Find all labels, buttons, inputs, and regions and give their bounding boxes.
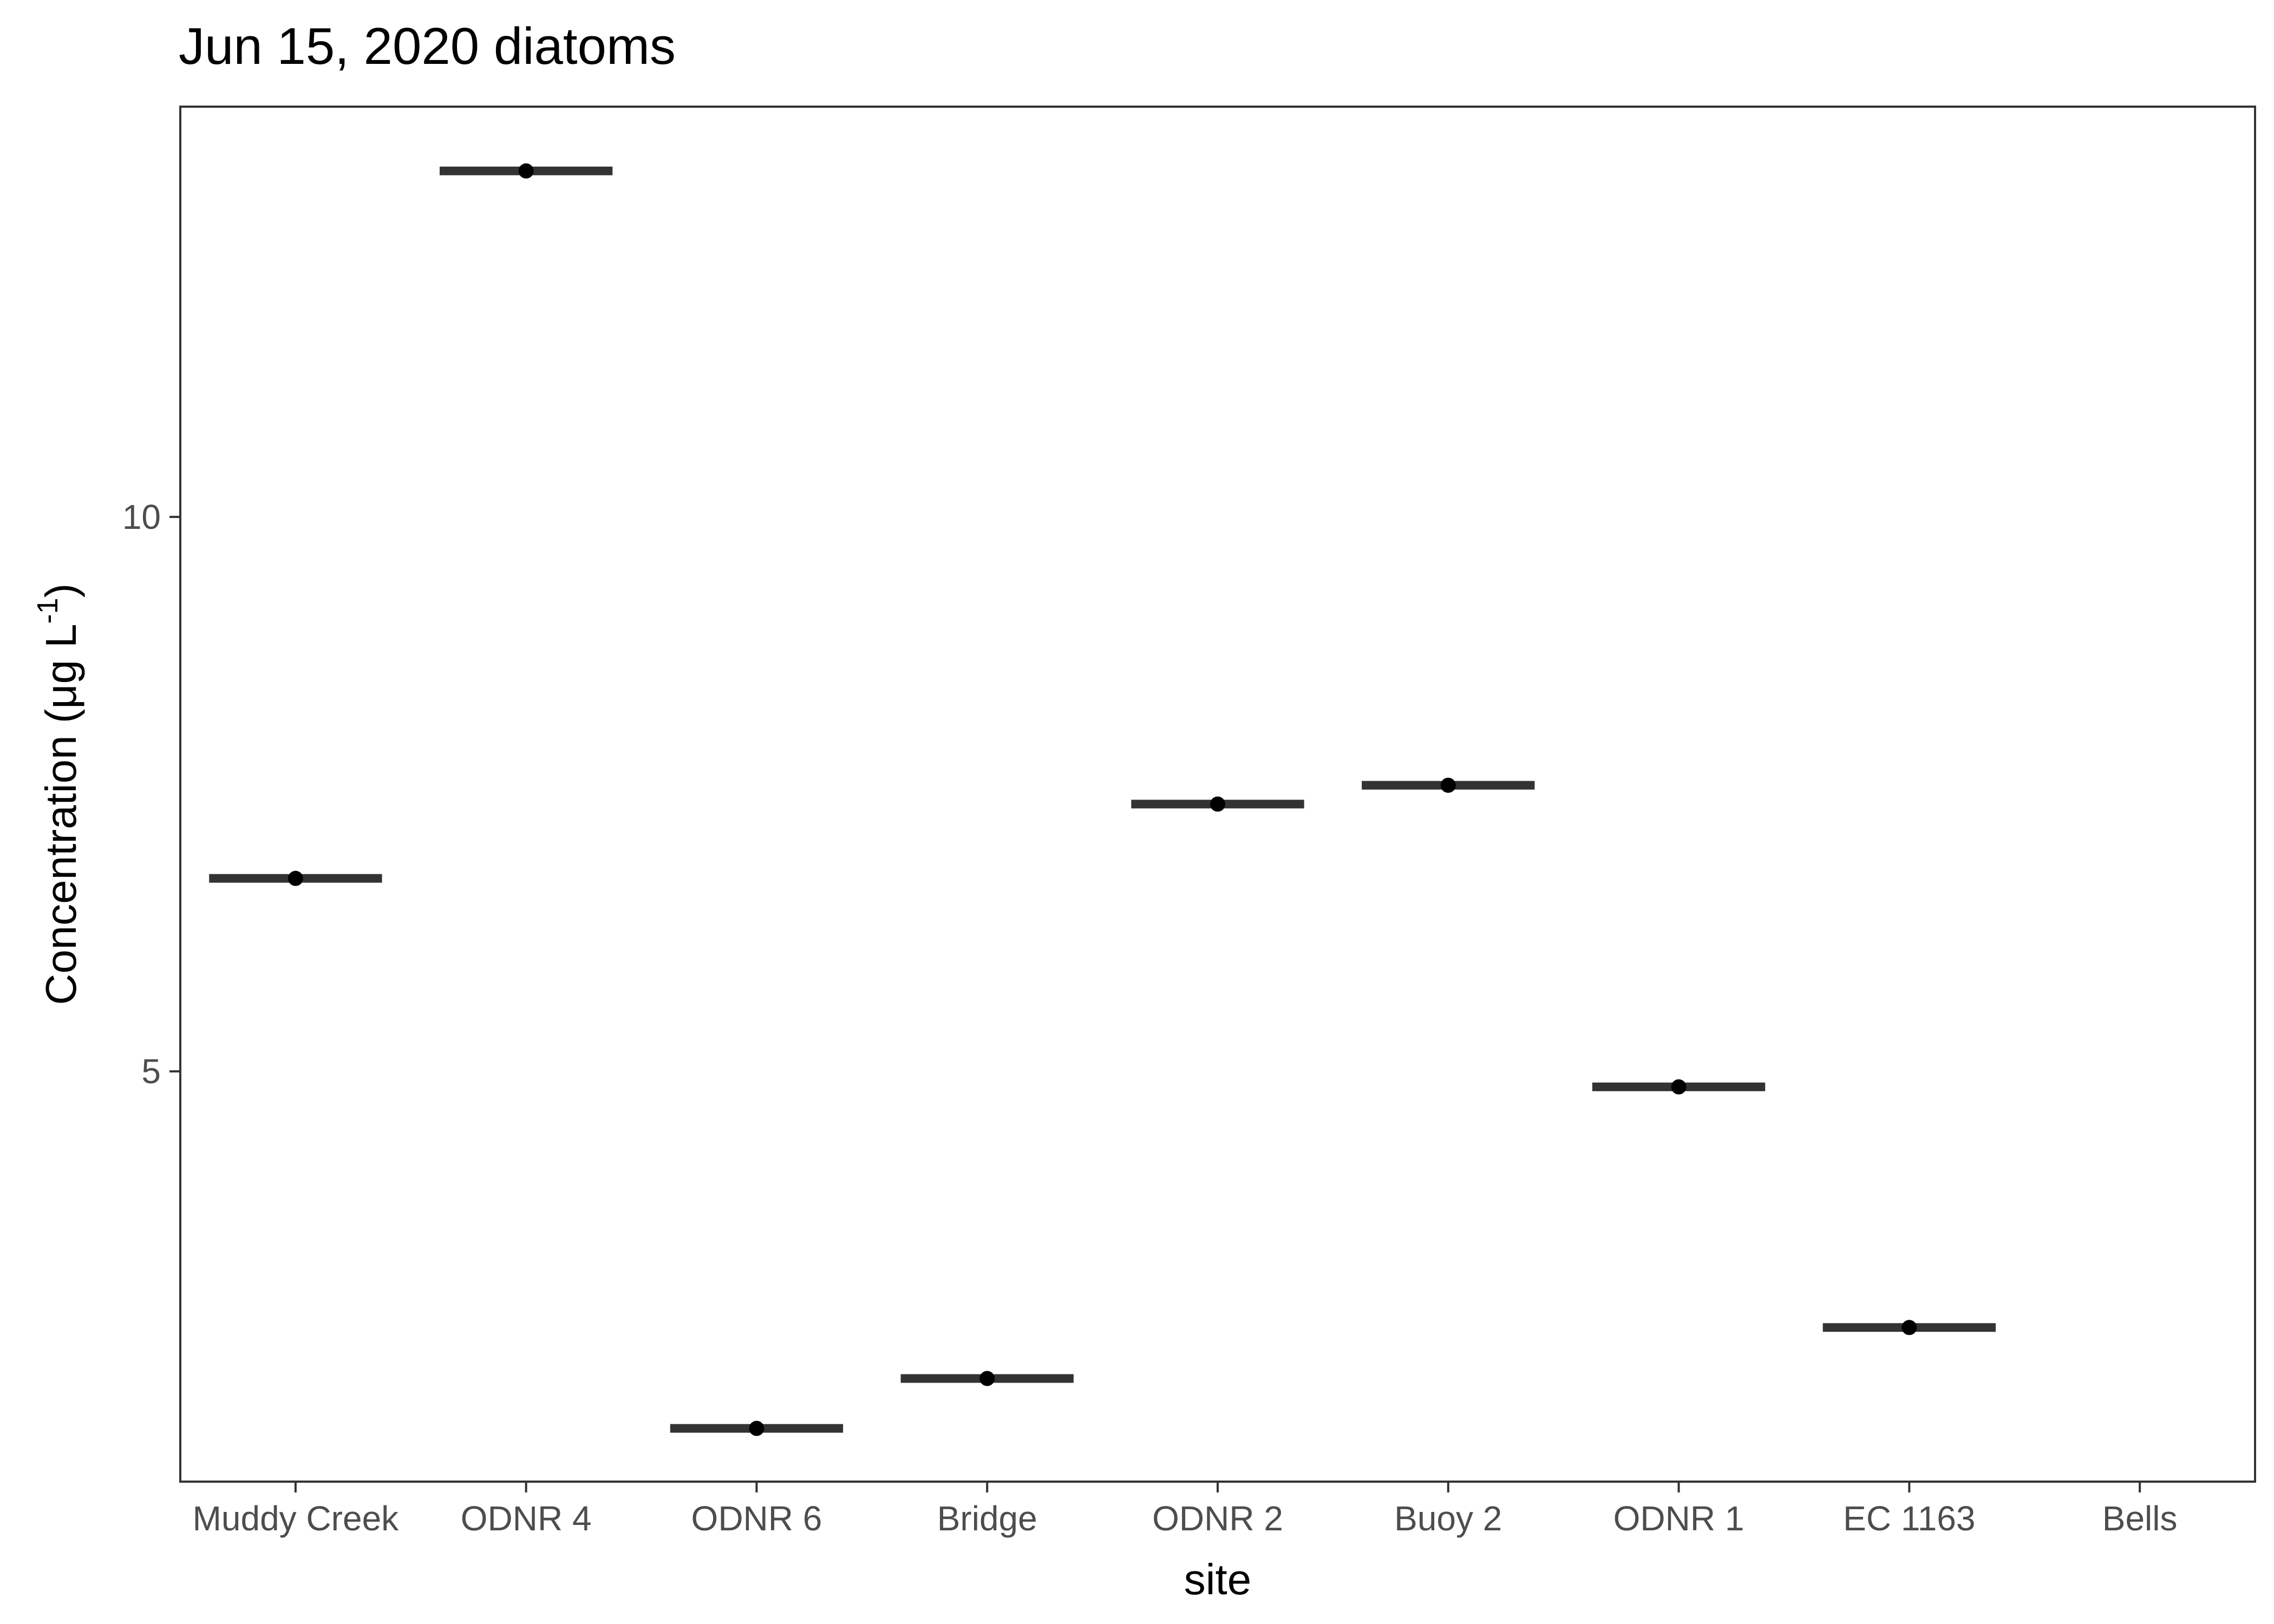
x-tick-label: Bells xyxy=(2102,1499,2178,1538)
x-tick-label: ODNR 4 xyxy=(461,1499,592,1538)
data-point xyxy=(518,163,534,179)
y-axis-title: Concentration (μg L-1) xyxy=(31,584,85,1005)
x-axis: Muddy Creek ODNR 4 ODNR 6 Bridge ODNR 2 Buoy … xyxy=(193,1482,2178,1538)
data-point xyxy=(287,870,303,886)
data-point xyxy=(749,1420,764,1436)
x-tick-label: ODNR 1 xyxy=(1613,1499,1744,1538)
data-marks xyxy=(209,163,1996,1436)
data-point xyxy=(1210,796,1225,812)
x-tick-label: ODNR 6 xyxy=(691,1499,822,1538)
y-tick-label: 5 xyxy=(141,1052,161,1091)
y-axis-title-superscript: -1 xyxy=(31,598,64,624)
data-point xyxy=(1901,1320,1917,1335)
x-tick-label: Bridge xyxy=(937,1499,1037,1538)
chart-title: Jun 15, 2020 diatoms xyxy=(179,17,676,75)
data-point xyxy=(1671,1079,1687,1095)
data-point xyxy=(979,1371,995,1386)
y-axis: 5 10 xyxy=(122,497,180,1091)
x-tick-label: EC 1163 xyxy=(1843,1499,1975,1538)
y-tick-label: 10 xyxy=(122,497,161,536)
y-axis-title-main: Concentration (μg L xyxy=(37,624,85,1005)
x-tick-label: Muddy Creek xyxy=(193,1499,400,1538)
data-point xyxy=(1440,777,1456,793)
x-tick-label: Buoy 2 xyxy=(1394,1499,1502,1538)
plot-panel xyxy=(179,106,2256,1483)
x-tick-label: ODNR 2 xyxy=(1152,1499,1283,1538)
y-axis-title-close: ) xyxy=(37,584,85,598)
x-axis-title: site xyxy=(1184,1555,1252,1603)
